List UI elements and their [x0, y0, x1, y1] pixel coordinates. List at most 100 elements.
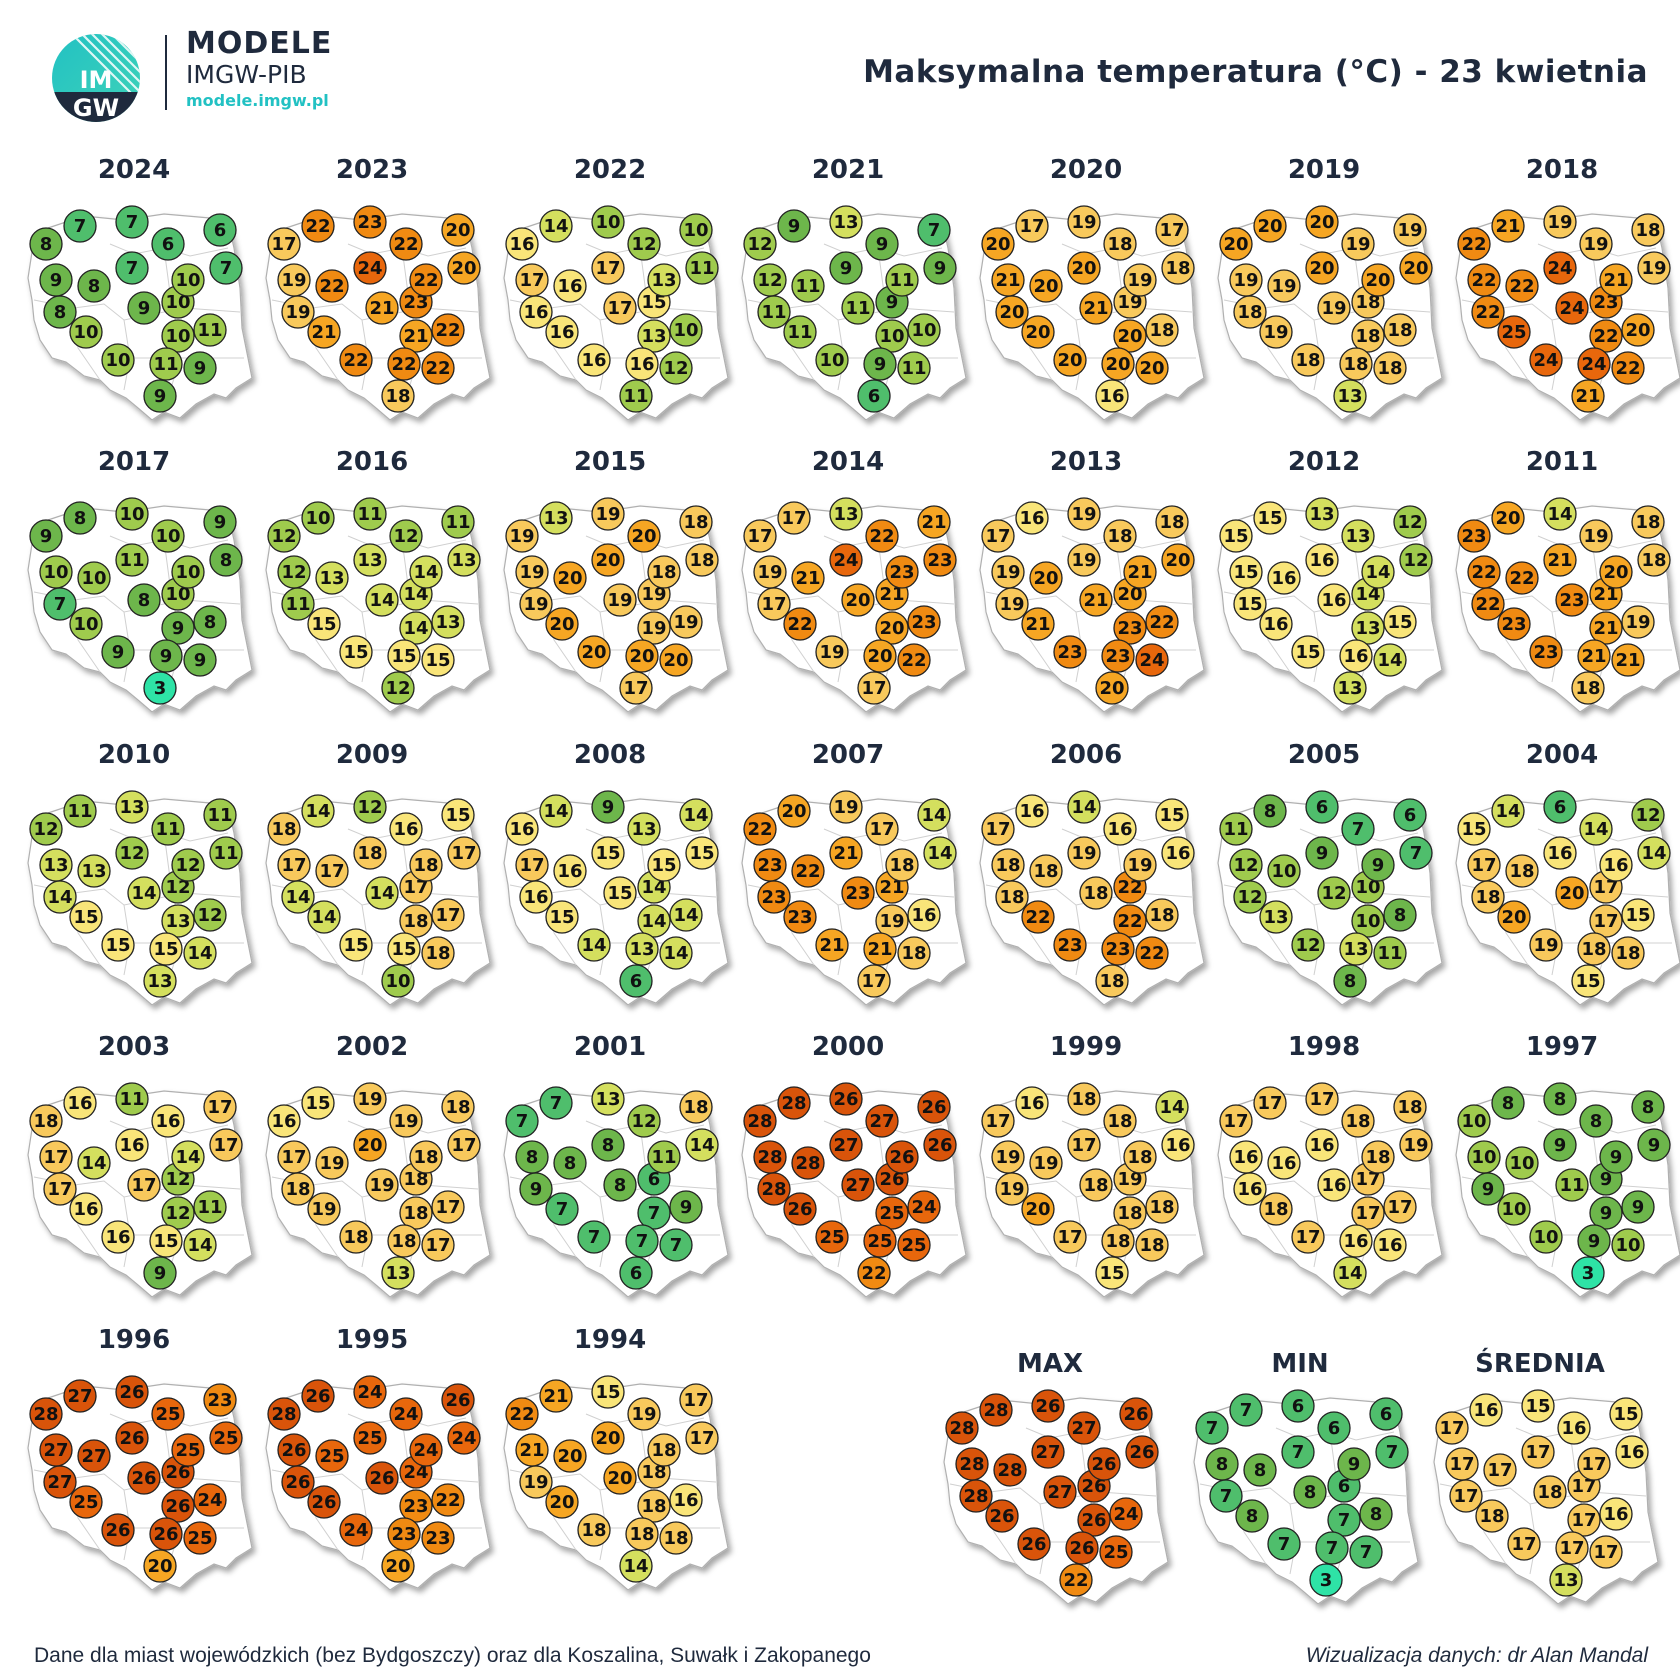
city-temperature-dot — [1471, 880, 1505, 914]
city-temperature-dot — [307, 900, 341, 934]
brand-url-link[interactable]: modele.imgw.pl — [186, 91, 329, 110]
city-temperature-label: 28 — [271, 1404, 296, 1425]
city-temperature-label: 10 — [595, 212, 620, 233]
city-temperature-dot — [281, 1465, 315, 1499]
city-temperature-label: 17 — [747, 526, 772, 547]
city-temperature-dot — [841, 291, 875, 325]
city-temperature-dot — [447, 836, 481, 870]
city-temperature-dot — [1079, 1168, 1113, 1202]
city-temperature-dot — [1101, 932, 1135, 966]
city-temperature-label: 9 — [1600, 1169, 1613, 1190]
city-temperature-dot — [101, 1220, 135, 1254]
city-temperature-label: 19 — [995, 1147, 1020, 1168]
city-temperature-dot — [315, 561, 349, 595]
city-temperature-dot — [875, 904, 909, 938]
city-temperature-dot — [669, 605, 703, 639]
panel-title: MAX — [1017, 1349, 1083, 1379]
city-temperature-dot — [409, 555, 443, 589]
panel-title: ŚREDNIA — [1475, 1347, 1605, 1379]
city-temperature-label: 17 — [1019, 216, 1044, 237]
city-temperature-label: 13 — [319, 568, 344, 589]
city-temperature-label: 24 — [1547, 258, 1572, 279]
city-temperature-label: 12 — [1635, 805, 1660, 826]
city-temperature-dot — [63, 794, 97, 828]
city-temperature-label: 22 — [1475, 594, 1500, 615]
city-temperature-dot — [923, 836, 957, 870]
city-temperature-dot — [829, 205, 863, 239]
city-temperature-dot — [1065, 1531, 1099, 1565]
city-temperature-dot — [193, 1190, 227, 1224]
city-temperature-dot — [829, 790, 863, 824]
city-temperature-dot — [591, 1421, 625, 1455]
city-temperature-label: 6 — [648, 1169, 661, 1190]
city-temperature-label: 18 — [629, 1524, 654, 1545]
city-temperature-label: 17 — [1511, 1534, 1536, 1555]
city-temperature-label: 22 — [1615, 358, 1640, 379]
city-temperature-label: 19 — [311, 1199, 336, 1220]
city-temperature-label: 20 — [1033, 568, 1058, 589]
city-temperature-label: 8 — [1304, 1482, 1317, 1503]
city-temperature-label: 13 — [1309, 504, 1334, 525]
city-temperature-label: 23 — [787, 907, 812, 928]
city-temperature-label: 23 — [889, 562, 914, 583]
city-temperature-label: 14 — [403, 618, 428, 639]
city-temperature-dot — [1155, 798, 1189, 832]
city-temperature-dot — [1589, 319, 1623, 353]
city-temperature-label: 9 — [1316, 843, 1329, 864]
city-temperature-label: 18 — [1295, 350, 1320, 371]
city-temperature-dot — [777, 209, 811, 243]
city-temperature-label: 15 — [595, 1382, 620, 1403]
city-temperature-dot — [791, 854, 825, 888]
city-temperature-label: 26 — [787, 1199, 812, 1220]
city-temperature-label: 16 — [1165, 1135, 1190, 1156]
city-temperature-label: 18 — [1099, 971, 1124, 992]
city-temperature-label: 20 — [451, 258, 476, 279]
city-temperature-label: 22 — [319, 276, 344, 297]
city-temperature-dot — [783, 607, 817, 641]
city-temperature-dot — [619, 379, 653, 413]
city-temperature-dot — [1029, 561, 1063, 595]
city-temperature-label: 23 — [1461, 526, 1486, 547]
city-temperature-label: 9 — [1632, 1197, 1645, 1218]
city-temperature-dot — [1067, 205, 1101, 239]
city-temperature-label: 11 — [845, 298, 870, 319]
city-temperature-label: 11 — [213, 843, 238, 864]
city-temperature-dot — [315, 1439, 349, 1473]
city-temperature-label: 22 — [869, 526, 894, 547]
city-temperature-label: 22 — [1149, 612, 1174, 633]
city-temperature-label: 11 — [207, 805, 232, 826]
city-temperature-label: 26 — [1123, 1404, 1148, 1425]
city-temperature-dot — [1053, 343, 1087, 377]
panel-title: 1996 — [98, 1325, 170, 1355]
city-temperature-label: 15 — [311, 614, 336, 635]
city-temperature-label: 10 — [73, 322, 98, 343]
city-temperature-dot — [577, 343, 611, 377]
city-temperature-dot — [1399, 836, 1433, 870]
city-temperature-label: 14 — [413, 562, 438, 583]
city-temperature-dot — [637, 611, 671, 645]
city-temperature-label: 16 — [73, 1199, 98, 1220]
city-temperature-dot — [171, 1433, 205, 1467]
city-temperature-dot — [815, 343, 849, 377]
city-temperature-label: 18 — [1343, 354, 1368, 375]
city-temperature-dot — [29, 1104, 63, 1138]
city-temperature-dot — [183, 1228, 217, 1262]
city-temperature-label: 20 — [867, 646, 892, 667]
city-temperature-label: 27 — [1035, 1442, 1060, 1463]
city-temperature-label: 26 — [989, 1506, 1014, 1527]
city-temperature-label: 19 — [879, 911, 904, 932]
city-temperature-dot — [1621, 605, 1655, 639]
city-temperature-label: 19 — [1263, 322, 1288, 343]
city-temperature-dot — [1161, 543, 1195, 577]
city-temperature-dot — [591, 1082, 625, 1116]
city-temperature-dot — [1457, 227, 1491, 261]
city-temperature-dot — [1577, 639, 1611, 673]
city-temperature-dot — [1259, 315, 1293, 349]
city-temperature-dot — [1351, 904, 1385, 938]
